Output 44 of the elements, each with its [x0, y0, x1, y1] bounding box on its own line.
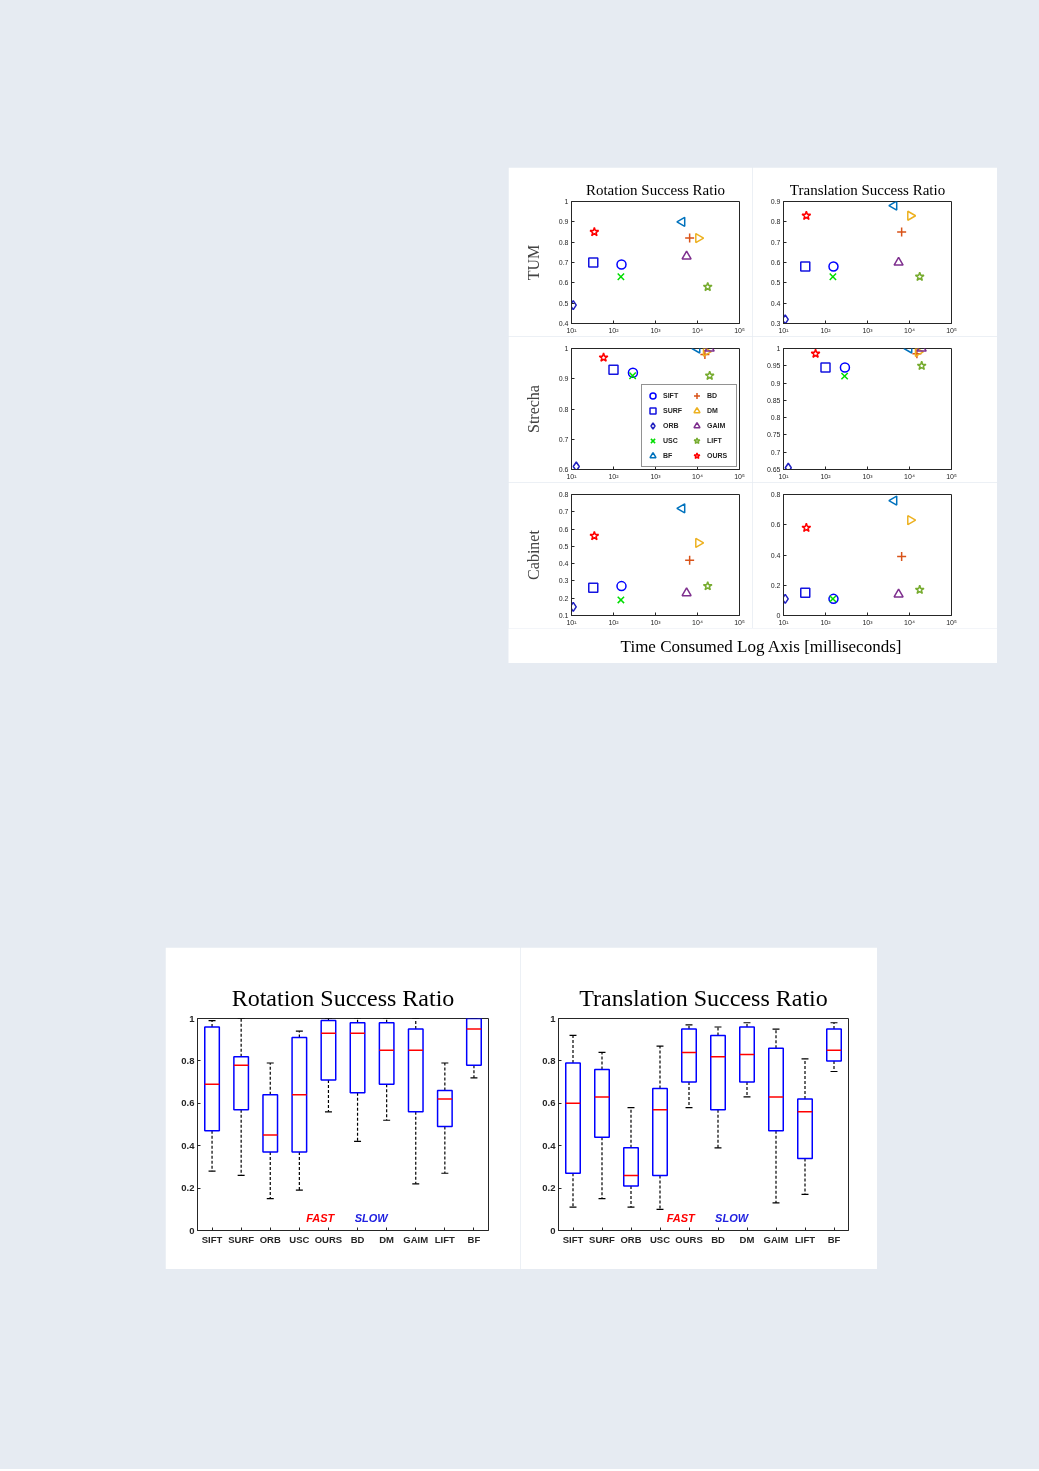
y-tick-label: 0.2	[181, 1182, 195, 1194]
chart-title: Rotation Success Ratio	[231, 984, 455, 1011]
annotation: SLOW	[715, 1211, 750, 1224]
y-tick-label: 0.4	[542, 1139, 557, 1151]
x-tick-label: OURS	[675, 1233, 703, 1245]
x-tick-label: SIFT	[562, 1233, 584, 1245]
y-tick-label: 0	[189, 1224, 195, 1236]
y-tick-label: 0.2	[542, 1182, 556, 1194]
chart-title: Translation Success Ratio	[789, 181, 946, 198]
x-tick-label: LIFT	[434, 1233, 456, 1245]
x-tick-label: DM	[739, 1233, 755, 1245]
y-tick-label: 1	[550, 1012, 557, 1024]
y-tick-label: 0.8	[542, 1054, 556, 1066]
x-tick-label: ORB	[620, 1233, 642, 1245]
x-tick-label: SURF	[589, 1233, 616, 1245]
x-axis-title: Time Consumed Log Axis [milliseconds]	[620, 636, 902, 656]
y-tick-label: 0.8	[181, 1054, 195, 1066]
annotation: SLOW	[354, 1211, 390, 1224]
annotation: FAST	[306, 1211, 336, 1224]
x-tick-label: BD	[350, 1233, 365, 1245]
x-tick-label: USC	[289, 1233, 310, 1245]
chart-title: Rotation Success Ratio	[585, 181, 726, 198]
x-tick-label: GAIM	[763, 1233, 789, 1245]
y-tick-label: 0.4	[181, 1139, 196, 1151]
y-axis-title: Strecha	[524, 385, 542, 433]
x-tick-label: ORB	[259, 1233, 281, 1245]
y-tick-label: 0.6	[542, 1097, 556, 1109]
y-axis-title: TUM	[524, 244, 542, 281]
x-tick-label: BD	[711, 1233, 725, 1245]
y-tick-label: 0	[550, 1224, 556, 1236]
y-tick-label: 0.6	[181, 1097, 195, 1109]
x-tick-label: BF	[827, 1233, 841, 1245]
x-tick-label: BF	[467, 1233, 481, 1245]
x-tick-label: OURS	[314, 1233, 343, 1245]
y-tick-label: 1	[189, 1012, 196, 1024]
x-tick-label: SIFT	[201, 1233, 223, 1245]
x-tick-label: LIFT	[794, 1233, 816, 1245]
y-axis-title: Cabinet	[524, 529, 542, 580]
x-tick-label: DM	[379, 1233, 395, 1245]
x-tick-label: SURF	[228, 1233, 255, 1245]
x-tick-label: GAIM	[403, 1233, 429, 1245]
x-tick-label: USC	[649, 1233, 671, 1245]
annotation: FAST	[666, 1211, 697, 1224]
chart-title: Translation Success Ratio	[579, 984, 828, 1011]
